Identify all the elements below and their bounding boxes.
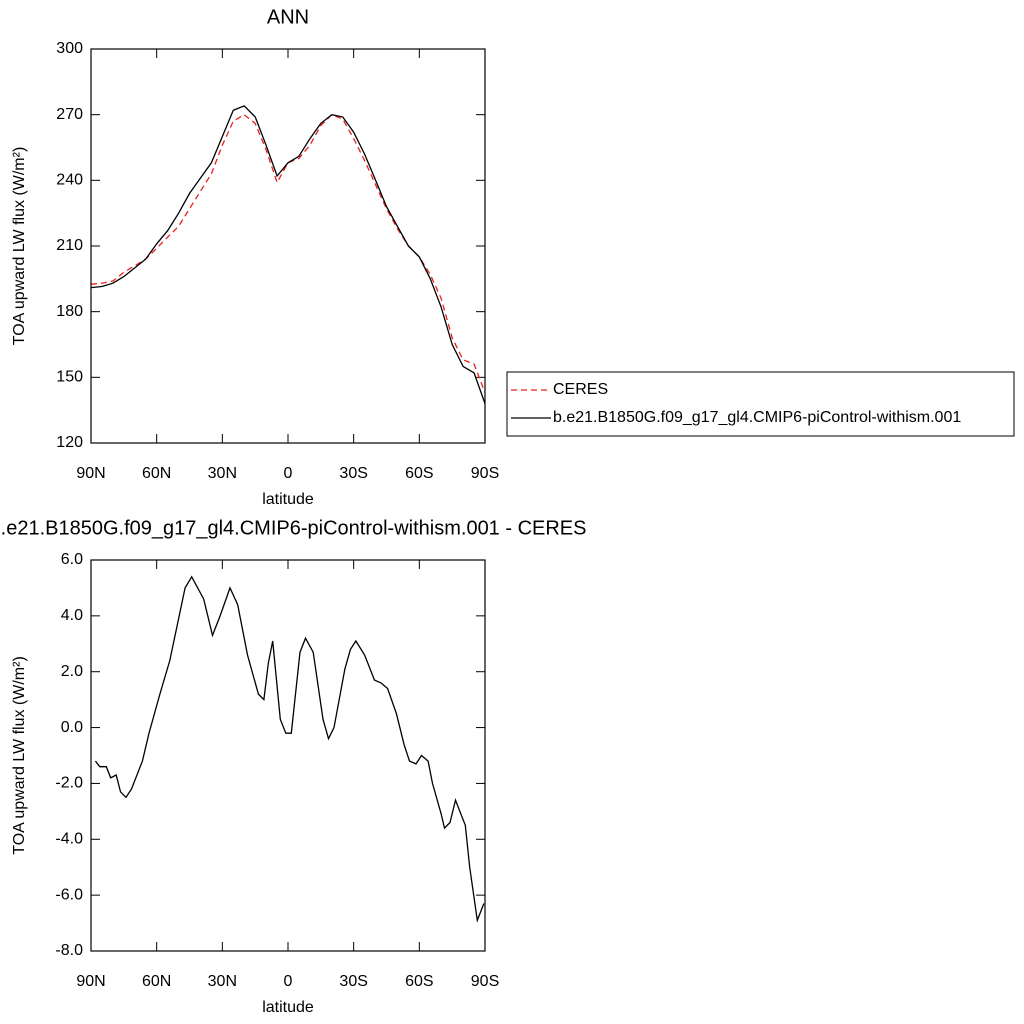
y-tick-label: 240 bbox=[56, 172, 83, 189]
y-tick-label: -8.0 bbox=[55, 942, 83, 959]
x-tick-label: 0 bbox=[284, 465, 293, 482]
y-axis-label: TOA upward LW flux (W/m²) bbox=[11, 656, 28, 855]
y-tick-label: 300 bbox=[56, 40, 83, 57]
x-tick-label: 90S bbox=[471, 465, 499, 482]
x-tick-label: 60S bbox=[405, 465, 433, 482]
plot-frame bbox=[90, 48, 486, 444]
y-tick-label: 4.0 bbox=[61, 607, 83, 624]
y-axis-label: TOA upward LW flux (W/m²) bbox=[11, 147, 28, 346]
y-tick-label: -6.0 bbox=[55, 886, 83, 903]
y-tick-label: 210 bbox=[56, 237, 83, 254]
x-tick-label: 60N bbox=[142, 465, 171, 482]
x-axis-label: latitude bbox=[262, 491, 314, 508]
x-tick-label: 30S bbox=[339, 973, 367, 990]
x-tick-label: 0 bbox=[284, 973, 293, 990]
x-tick-label: 30S bbox=[339, 465, 367, 482]
plot-frame bbox=[90, 559, 486, 952]
x-axis-label: latitude bbox=[262, 999, 314, 1016]
y-tick-label: 0.0 bbox=[61, 719, 83, 736]
data-line bbox=[90, 105, 486, 404]
chart-title: ANN bbox=[267, 6, 309, 28]
x-tick-label: 90N bbox=[76, 465, 105, 482]
x-tick-label: 60N bbox=[142, 973, 171, 990]
y-tick-label: 180 bbox=[56, 303, 83, 320]
x-tick-label: 90S bbox=[471, 973, 499, 990]
x-tick-label: 60S bbox=[405, 973, 433, 990]
data-line bbox=[94, 575, 485, 923]
y-tick-label: 120 bbox=[56, 434, 83, 451]
x-tick-label: 30N bbox=[208, 465, 237, 482]
y-tick-label: 150 bbox=[56, 369, 83, 386]
legend-label: b.e21.B1850G.f09_g17_gl4.CMIP6-piControl… bbox=[553, 409, 961, 426]
legend-box bbox=[506, 371, 1015, 437]
chart-title: b.e21.B1850G.f09_g17_gl4.CMIP6-piControl… bbox=[0, 517, 586, 539]
y-tick-label: 270 bbox=[56, 106, 83, 123]
y-tick-label: -2.0 bbox=[55, 775, 83, 792]
y-tick-label: 2.0 bbox=[61, 663, 83, 680]
x-tick-label: 90N bbox=[76, 973, 105, 990]
x-tick-label: 30N bbox=[208, 973, 237, 990]
legend-label: CERES bbox=[553, 381, 608, 398]
y-tick-label: -4.0 bbox=[55, 831, 83, 848]
y-tick-label: 6.0 bbox=[61, 551, 83, 568]
